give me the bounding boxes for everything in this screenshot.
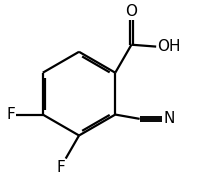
Text: N: N (163, 111, 175, 126)
Text: F: F (56, 159, 65, 174)
Text: O: O (126, 4, 137, 19)
Text: OH: OH (157, 39, 181, 54)
Text: F: F (7, 107, 15, 122)
